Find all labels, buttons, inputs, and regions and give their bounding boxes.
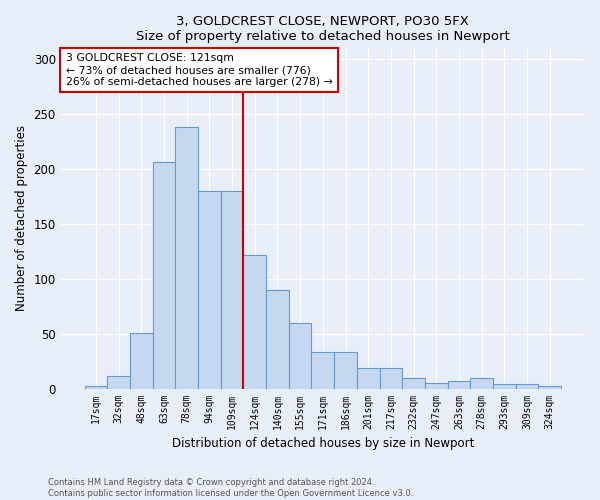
Bar [198,191,221,388]
X-axis label: Distribution of detached houses by size in Newport: Distribution of detached houses by size … [172,437,474,450]
Bar [152,162,175,388]
Bar [448,381,470,388]
Bar [334,352,357,388]
Text: 3 GOLDCREST CLOSE: 121sqm
← 73% of detached houses are smaller (776)
26% of semi: 3 GOLDCREST CLOSE: 121sqm ← 73% of detac… [66,54,332,86]
Bar [107,376,130,388]
Bar [266,290,289,388]
Bar [244,254,266,388]
Text: Contains HM Land Registry data © Crown copyright and database right 2024.
Contai: Contains HM Land Registry data © Crown c… [48,478,413,498]
Bar [221,191,244,388]
Bar [289,322,311,388]
Bar [357,368,380,388]
Bar [380,368,402,388]
Bar [493,384,516,388]
Bar [130,332,152,388]
Bar [425,383,448,388]
Title: 3, GOLDCREST CLOSE, NEWPORT, PO30 5FX
Size of property relative to detached hous: 3, GOLDCREST CLOSE, NEWPORT, PO30 5FX Si… [136,15,510,43]
Y-axis label: Number of detached properties: Number of detached properties [15,126,28,312]
Bar [85,386,107,388]
Bar [175,128,198,388]
Bar [516,384,538,388]
Bar [470,378,493,388]
Bar [538,386,561,388]
Bar [402,378,425,388]
Bar [311,352,334,388]
